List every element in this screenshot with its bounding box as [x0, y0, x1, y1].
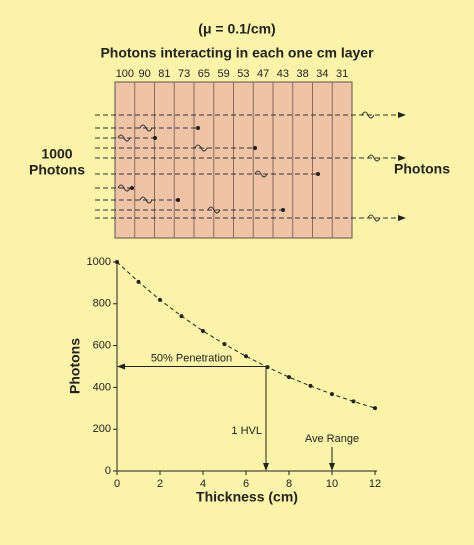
- layer-count: 59: [218, 68, 230, 80]
- annotation: Ave Range: [305, 433, 359, 445]
- point: [308, 383, 313, 388]
- point: [244, 354, 248, 359]
- left-label: Photons: [29, 162, 85, 178]
- layer-count: 34: [316, 68, 328, 80]
- point: [179, 314, 184, 319]
- layer-count: 38: [297, 68, 309, 80]
- point: [287, 375, 291, 380]
- layer-count: 73: [178, 68, 190, 80]
- y-tick-label: 800: [93, 298, 111, 310]
- y-tick-label: 600: [93, 340, 111, 352]
- x-tick-label: 6: [243, 478, 249, 490]
- layer-count: 100: [116, 68, 134, 80]
- layer-count: 90: [139, 68, 151, 80]
- point: [265, 365, 270, 370]
- x-tick-label: 12: [369, 478, 381, 490]
- y-tick-label: 0: [105, 465, 111, 477]
- x-tick-label: 8: [286, 478, 292, 490]
- layer-count: 43: [277, 68, 289, 80]
- point: [330, 392, 334, 397]
- y-tick-label: 1000: [87, 256, 111, 268]
- left-label: 1000: [41, 146, 72, 162]
- layer-count: 65: [198, 68, 210, 80]
- point: [373, 406, 377, 411]
- x-tick-label: 2: [157, 478, 163, 490]
- x-tick-label: 4: [200, 478, 206, 490]
- annotation: 50% Penetration: [151, 352, 232, 364]
- x-tick-label: 0: [114, 478, 120, 490]
- layer-count: 31: [336, 68, 348, 80]
- photon-paths: [95, 111, 406, 222]
- layers: 100 90 81 73 65 59 53 47 43 38 34 31: [116, 68, 348, 238]
- point: [201, 328, 205, 333]
- point: [158, 297, 162, 302]
- x-axis-label: Thickness (cm): [196, 489, 298, 505]
- point: [115, 260, 119, 264]
- subtitle: (μ = 0.1/cm): [198, 21, 275, 37]
- y-tick-label: 400: [93, 381, 111, 393]
- layer-count: 53: [237, 68, 249, 80]
- annotation: 1 HVL: [231, 425, 262, 437]
- diagram-title: Photons interacting in each one cm layer: [100, 45, 374, 61]
- y-axis-label: Photons: [67, 338, 83, 394]
- y-tick-label: 200: [93, 423, 111, 435]
- layer-count: 81: [158, 68, 170, 80]
- x-tick-label: 10: [326, 478, 338, 490]
- layer-count: 47: [257, 68, 269, 80]
- point: [136, 279, 141, 284]
- right-label: Photons: [394, 161, 450, 177]
- point: [222, 342, 227, 347]
- point: [351, 399, 356, 404]
